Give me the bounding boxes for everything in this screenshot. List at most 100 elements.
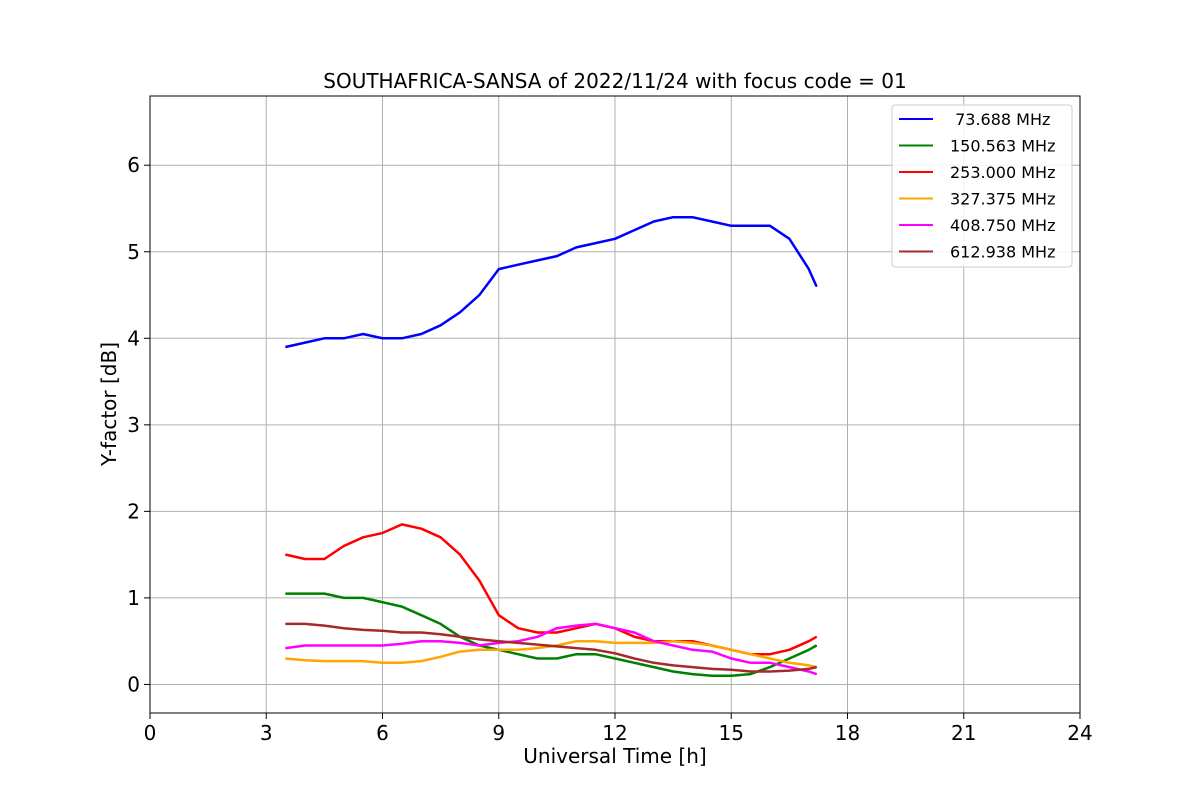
data-point <box>478 644 480 647</box>
data-point <box>691 666 694 668</box>
data-point <box>769 653 771 655</box>
data-point <box>653 662 655 664</box>
data-point <box>323 644 325 647</box>
data-point <box>459 651 461 653</box>
data-point <box>498 642 500 644</box>
data-point <box>595 653 597 655</box>
data-point <box>304 644 306 647</box>
data-point <box>440 536 442 538</box>
data-point <box>614 657 616 660</box>
legend-label: 327.375 MHz <box>950 190 1055 209</box>
data-point <box>788 238 791 240</box>
data-point <box>401 643 403 645</box>
data-point <box>440 656 442 658</box>
x-tick-label: 12 <box>602 721 627 745</box>
legend: 73.688 MHz 150.563 MHz 253.000 MHz 327.375 … <box>891 104 1073 268</box>
chart-title: SOUTHAFRICA-SANSA of 2022/11/24 with foc… <box>323 69 907 93</box>
data-point <box>815 636 818 638</box>
data-point <box>517 264 519 266</box>
data-point <box>498 640 500 642</box>
data-point <box>575 625 577 627</box>
x-tick-label: 3 <box>260 721 273 745</box>
data-point <box>788 662 791 664</box>
data-point <box>769 662 771 664</box>
data-point <box>711 668 713 670</box>
data-point <box>536 644 539 646</box>
data-point <box>633 636 636 638</box>
y-tick-label: 4 <box>127 326 140 350</box>
data-point <box>343 644 345 647</box>
data-point <box>323 558 325 560</box>
data-point <box>323 660 325 662</box>
data-point <box>536 647 539 649</box>
data-point <box>711 675 713 677</box>
y-tick-label: 5 <box>127 240 140 264</box>
data-point <box>711 651 713 653</box>
legend-entries: 73.688 MHz 150.563 MHz 253.000 MHz 327.375 … <box>899 110 1055 262</box>
data-point <box>653 220 655 223</box>
data-point <box>691 673 694 675</box>
data-point <box>730 675 732 677</box>
data-point <box>323 337 325 339</box>
y-axis-label: Y-factor [dB] <box>97 342 121 467</box>
data-point <box>672 640 674 642</box>
data-point <box>633 631 636 634</box>
data-point <box>285 554 287 556</box>
data-point <box>750 673 752 675</box>
data-point <box>517 649 519 651</box>
data-point <box>614 627 616 629</box>
x-tick-label: 15 <box>719 721 744 745</box>
data-point <box>788 649 791 651</box>
data-point <box>304 593 306 595</box>
data-point <box>517 627 519 629</box>
data-point <box>556 645 558 648</box>
legend-label: 73.688 MHz <box>950 110 1050 129</box>
data-point <box>323 625 325 627</box>
data-point <box>808 649 810 651</box>
data-point <box>595 649 597 651</box>
data-point <box>420 640 422 642</box>
data-point <box>575 627 577 629</box>
data-point <box>401 631 403 634</box>
data-point <box>362 536 364 538</box>
y-tick-label: 6 <box>127 153 140 177</box>
data-point <box>401 606 403 608</box>
data-point <box>575 647 577 649</box>
data-point <box>498 649 500 651</box>
data-point <box>420 660 422 662</box>
data-point <box>672 670 674 673</box>
data-point <box>343 660 345 662</box>
data-point <box>440 324 442 326</box>
y-tick-label: 2 <box>127 499 140 523</box>
data-point <box>285 623 287 625</box>
legend-label: 408.750 MHz <box>950 216 1055 235</box>
data-point <box>633 229 636 231</box>
data-point <box>285 657 287 660</box>
data-point <box>815 673 818 675</box>
data-point <box>691 649 694 651</box>
x-tick-label: 0 <box>144 721 157 745</box>
data-point <box>401 337 403 339</box>
data-point <box>420 528 422 530</box>
data-point <box>730 657 732 660</box>
data-point <box>672 644 674 647</box>
data-point <box>769 225 771 227</box>
data-point <box>614 238 616 240</box>
data-point <box>285 346 287 348</box>
data-point <box>788 666 791 668</box>
data-point <box>808 664 810 667</box>
data-point <box>750 662 752 664</box>
data-point <box>459 642 461 644</box>
data-point <box>459 554 461 556</box>
y-tick-label: 3 <box>127 413 140 437</box>
series-group <box>285 215 818 678</box>
data-point <box>691 640 694 642</box>
data-point <box>750 653 752 655</box>
x-tick-label: 9 <box>492 721 505 745</box>
data-point <box>381 532 384 534</box>
data-point <box>691 216 694 218</box>
data-point <box>381 601 384 603</box>
data-point <box>750 670 752 673</box>
